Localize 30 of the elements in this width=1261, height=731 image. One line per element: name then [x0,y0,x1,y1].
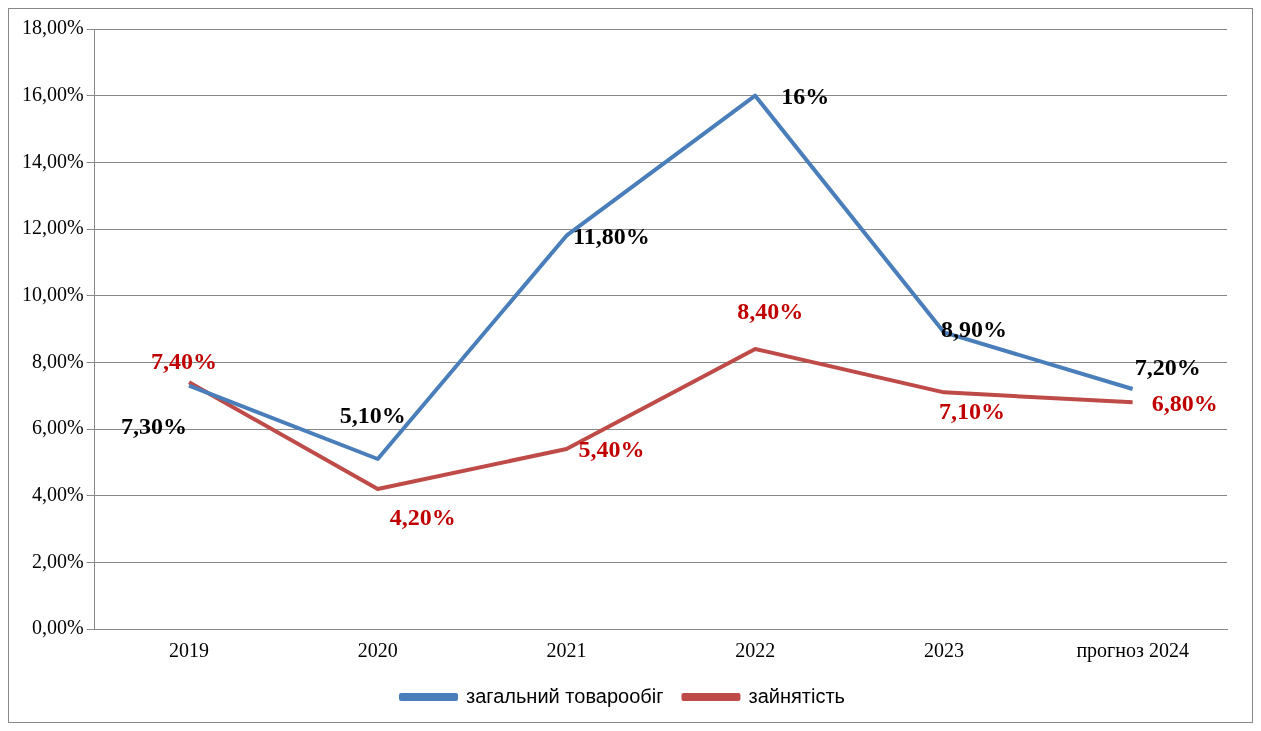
y-tick-label: 18,00% [21,16,84,39]
data-label: 7,10% [938,397,1005,424]
legend-label: зайнятість [748,684,845,707]
y-tick-label: 12,00% [21,216,84,239]
data-label: 7,30% [121,412,188,439]
x-tick-label: 2019 [169,639,210,662]
x-tick-label: 2020 [357,639,398,662]
data-label: 4,20% [389,504,456,531]
y-tick-label: 2,00% [31,549,84,572]
x-tick-label: 2021 [546,639,587,662]
data-label: 7,40% [151,347,218,374]
legend-label: загальний товарообіг [466,684,664,707]
data-label: 8,90% [940,315,1007,342]
data-label: 5,10% [339,402,406,429]
x-tick-label: прогноз 2024 [1076,639,1189,663]
y-tick-label: 8,00% [31,349,84,372]
y-tick-label: 16,00% [21,82,84,105]
data-label: 5,40% [578,436,645,463]
data-label: 7,20% [1134,354,1201,381]
x-tick-label: 2023 [923,639,964,662]
y-tick-label: 6,00% [31,416,84,439]
y-tick-label: 4,00% [31,482,84,505]
data-label: 8,40% [737,298,804,325]
y-tick-label: 14,00% [21,149,84,172]
data-label: 11,80% [573,222,650,249]
y-tick-label: 10,00% [21,282,84,305]
x-tick-label: 2022 [735,639,776,662]
data-label: 16% [781,82,830,109]
y-tick-label: 0,00% [31,616,84,639]
data-label: 6,80% [1151,389,1218,416]
